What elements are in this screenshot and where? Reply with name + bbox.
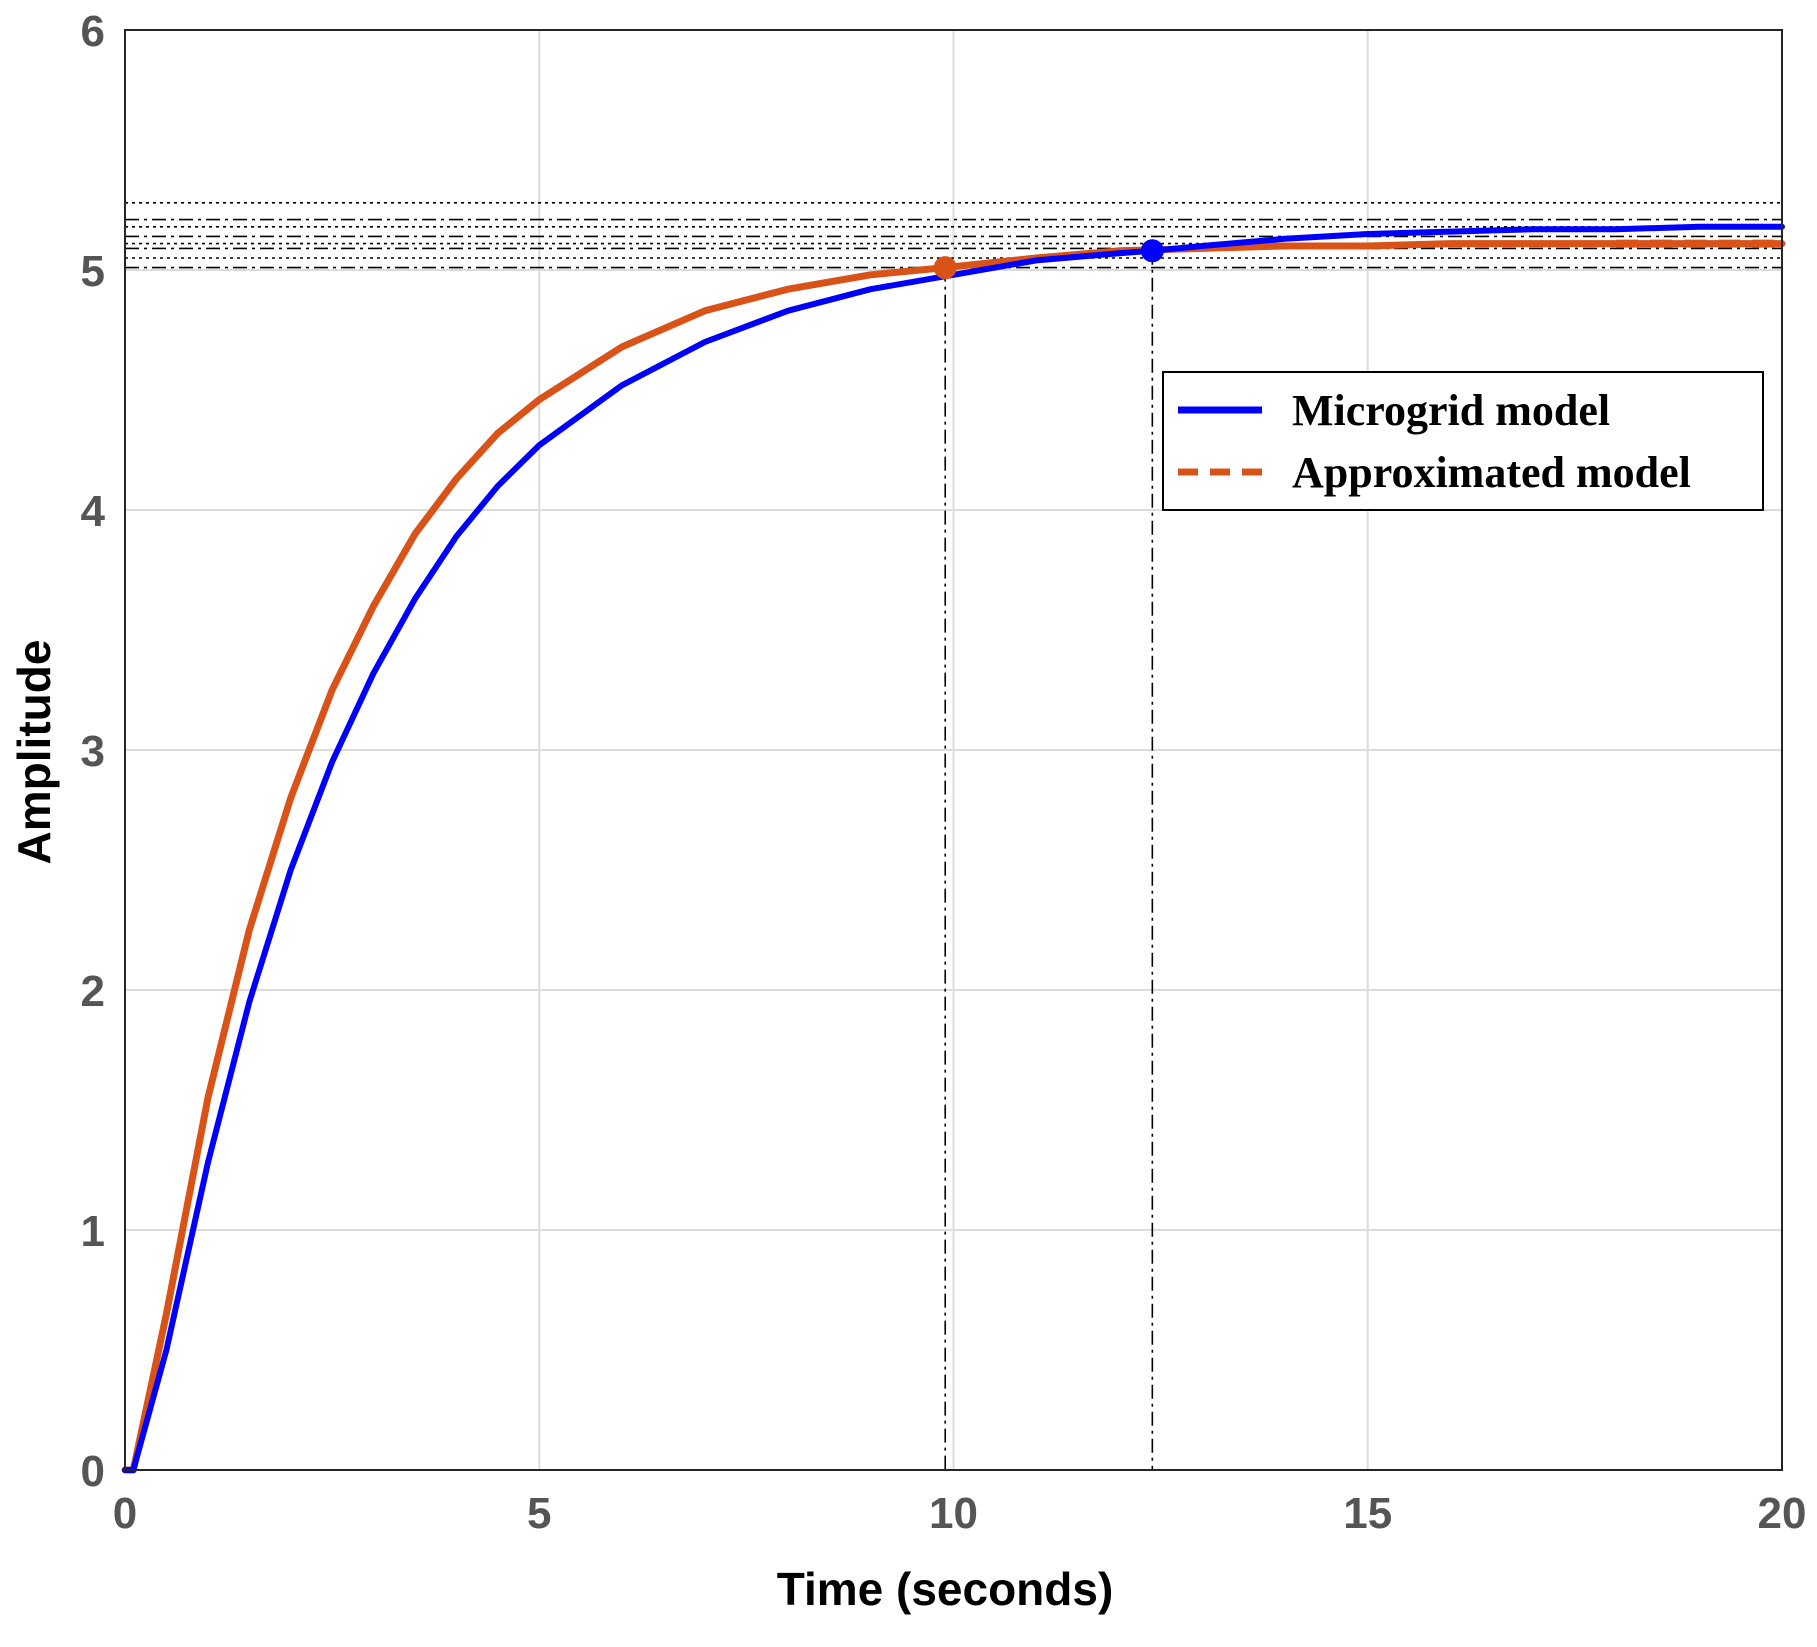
legend: Microgrid model Approximated model [1162, 371, 1764, 511]
y-axis-title: Amplitude [8, 640, 60, 865]
legend-label-microgrid: Microgrid model [1292, 386, 1610, 435]
settling-marker-0 [933, 256, 957, 280]
x-tick-label-3: 15 [1343, 1489, 1392, 1538]
x-axis-title: Time (seconds) [777, 1563, 1114, 1615]
y-tick-label-4: 4 [81, 487, 106, 536]
y-tick-label-1: 1 [81, 1207, 105, 1256]
series-lines [121, 223, 1786, 1474]
y-tick-label-5: 5 [81, 247, 105, 296]
y-tick-label-3: 3 [81, 727, 105, 776]
x-tick-label-1: 5 [527, 1489, 551, 1538]
series-line-microgrid [122, 223, 1785, 1473]
legend-label-approximated: Approximated model [1292, 448, 1691, 497]
y-tick-labels: 0 1 2 3 4 5 6 [81, 7, 106, 1496]
settling-markers [933, 239, 1164, 280]
series-line-approximated [121, 240, 1786, 1474]
y-tick-label-0: 0 [81, 1447, 105, 1496]
x-tick-label-4: 20 [1758, 1489, 1807, 1538]
y-tick-label-6: 6 [81, 7, 105, 56]
x-tick-labels: 0 5 10 15 20 [113, 1489, 1807, 1538]
x-tick-label-2: 10 [929, 1489, 978, 1538]
y-tick-label-2: 2 [81, 967, 105, 1016]
plot-frame [124, 29, 1783, 1471]
settling-marker-1 [1140, 239, 1164, 263]
x-tick-label-0: 0 [113, 1489, 137, 1538]
legend-box [1162, 371, 1764, 511]
